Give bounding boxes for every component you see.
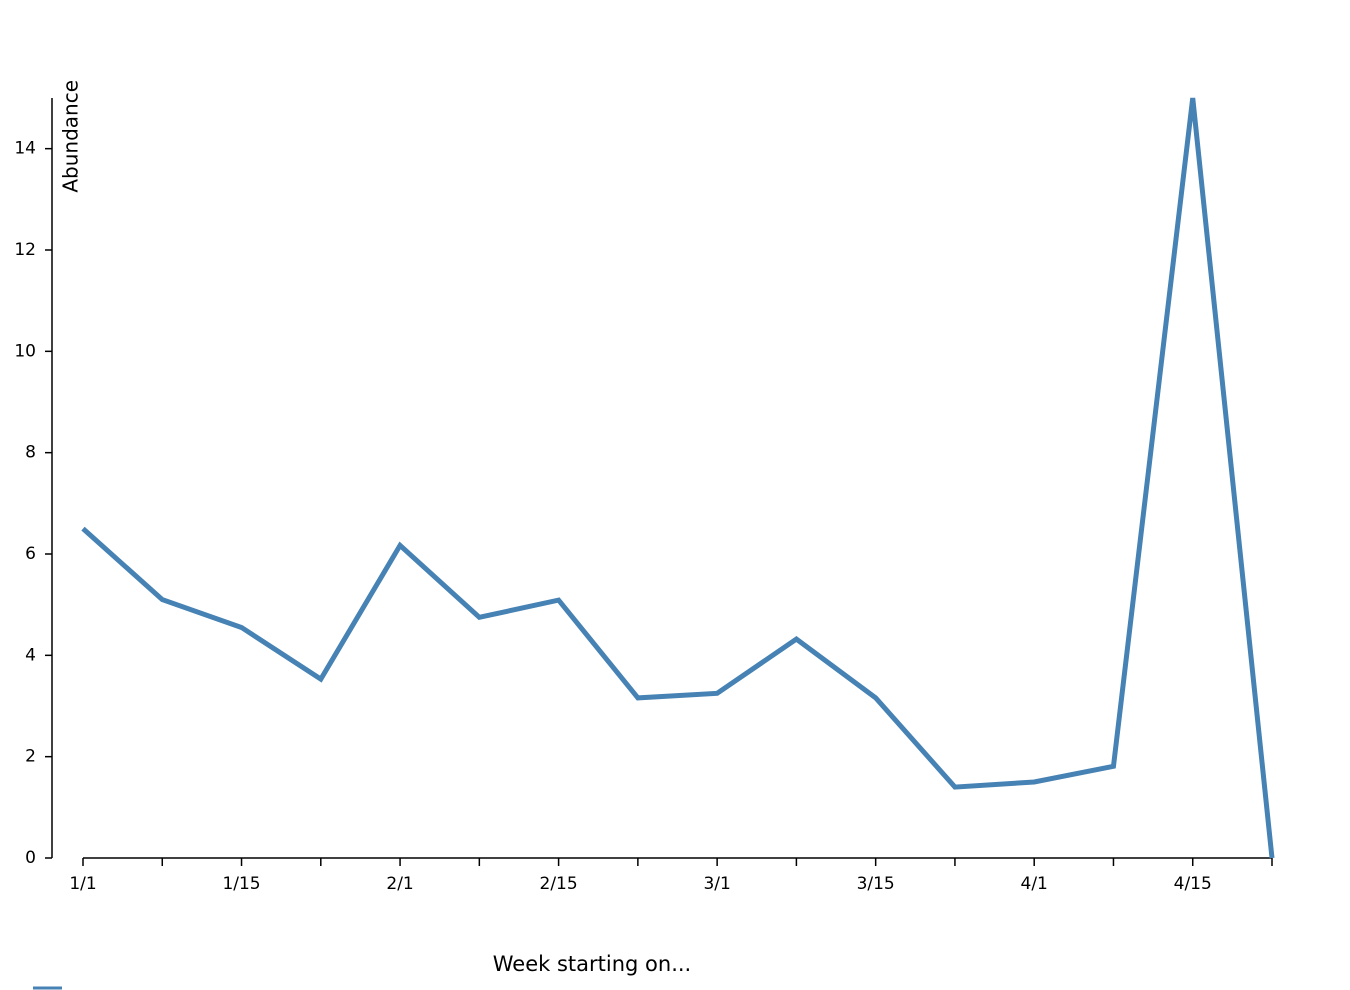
y-tick-label: 4 — [25, 645, 36, 665]
y-tick-label: 2 — [25, 747, 36, 767]
x-tick-label: 3/15 — [857, 874, 895, 894]
y-tick-label: 0 — [25, 848, 36, 868]
x-tick-label: 1/15 — [222, 874, 260, 894]
x-tick-label: 4/15 — [1174, 874, 1212, 894]
x-axis-label: Week starting on... — [493, 952, 691, 976]
x-tick-label: 3/1 — [703, 874, 730, 894]
y-tick-label: 8 — [25, 443, 36, 463]
y-tick-label: 6 — [25, 544, 36, 564]
data-line — [81, 97, 1275, 859]
y-tick-label: 10 — [14, 341, 36, 361]
x-tick-label: 2/15 — [540, 874, 578, 894]
y-axis-label: Abundance — [59, 80, 83, 193]
x-tick-label: 2/1 — [386, 874, 413, 894]
y-tick-label: 14 — [14, 139, 36, 159]
x-tick-label: 4/1 — [1021, 874, 1048, 894]
x-tick-label: 1/1 — [69, 874, 96, 894]
y-tick-label: 12 — [14, 240, 36, 260]
